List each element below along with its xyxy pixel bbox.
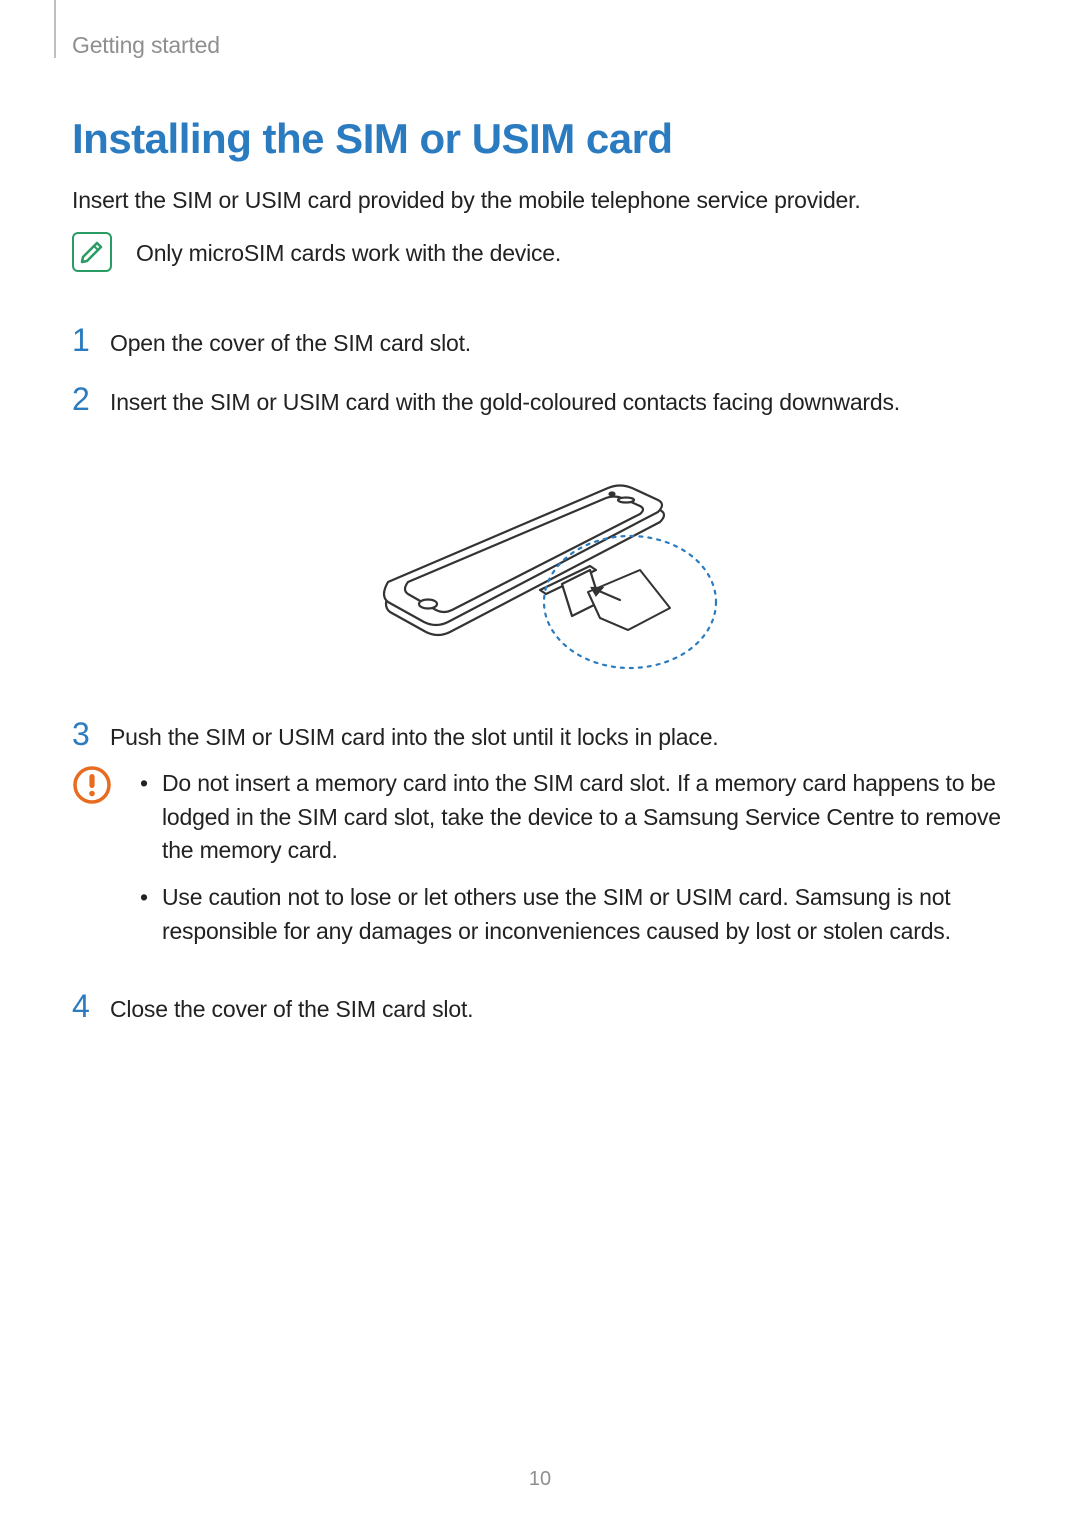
step-text: Push the SIM or USIM card into the slot … bbox=[110, 718, 718, 753]
step-number: 4 bbox=[72, 990, 106, 1022]
step-1: 1 Open the cover of the SIM card slot. bbox=[72, 324, 1008, 359]
caution-list: Do not insert a memory card into the SIM… bbox=[136, 767, 1008, 962]
page-number: 10 bbox=[0, 1468, 1080, 1491]
caution-bullet: Use caution not to lose or let others us… bbox=[136, 881, 1008, 948]
note: Only microSIM cards work with the device… bbox=[72, 238, 1008, 272]
step-text: Open the cover of the SIM card slot. bbox=[110, 324, 471, 359]
step-number: 3 bbox=[72, 718, 106, 750]
sim-insert-diagram bbox=[72, 442, 1008, 682]
step-number: 2 bbox=[72, 383, 106, 415]
page-margin-rule bbox=[54, 0, 56, 58]
note-text: Only microSIM cards work with the device… bbox=[136, 238, 561, 269]
step-text: Insert the SIM or USIM card with the gol… bbox=[110, 383, 900, 418]
page-title: Installing the SIM or USIM card bbox=[72, 115, 1008, 163]
step-number: 1 bbox=[72, 324, 106, 356]
breadcrumb: Getting started bbox=[72, 32, 1008, 59]
intro-paragraph: Insert the SIM or USIM card provided by … bbox=[72, 185, 1008, 216]
step-2: 2 Insert the SIM or USIM card with the g… bbox=[72, 383, 1008, 418]
caution: Do not insert a memory card into the SIM… bbox=[72, 767, 1008, 962]
pencil-box-icon bbox=[72, 232, 112, 272]
caution-bullet: Do not insert a memory card into the SIM… bbox=[136, 767, 1008, 867]
page-content: Getting started Installing the SIM or US… bbox=[72, 32, 1008, 1049]
step-3: 3 Push the SIM or USIM card into the slo… bbox=[72, 718, 1008, 753]
warning-icon bbox=[72, 765, 112, 805]
step-4: 4 Close the cover of the SIM card slot. bbox=[72, 990, 1008, 1025]
step-text: Close the cover of the SIM card slot. bbox=[110, 990, 473, 1025]
